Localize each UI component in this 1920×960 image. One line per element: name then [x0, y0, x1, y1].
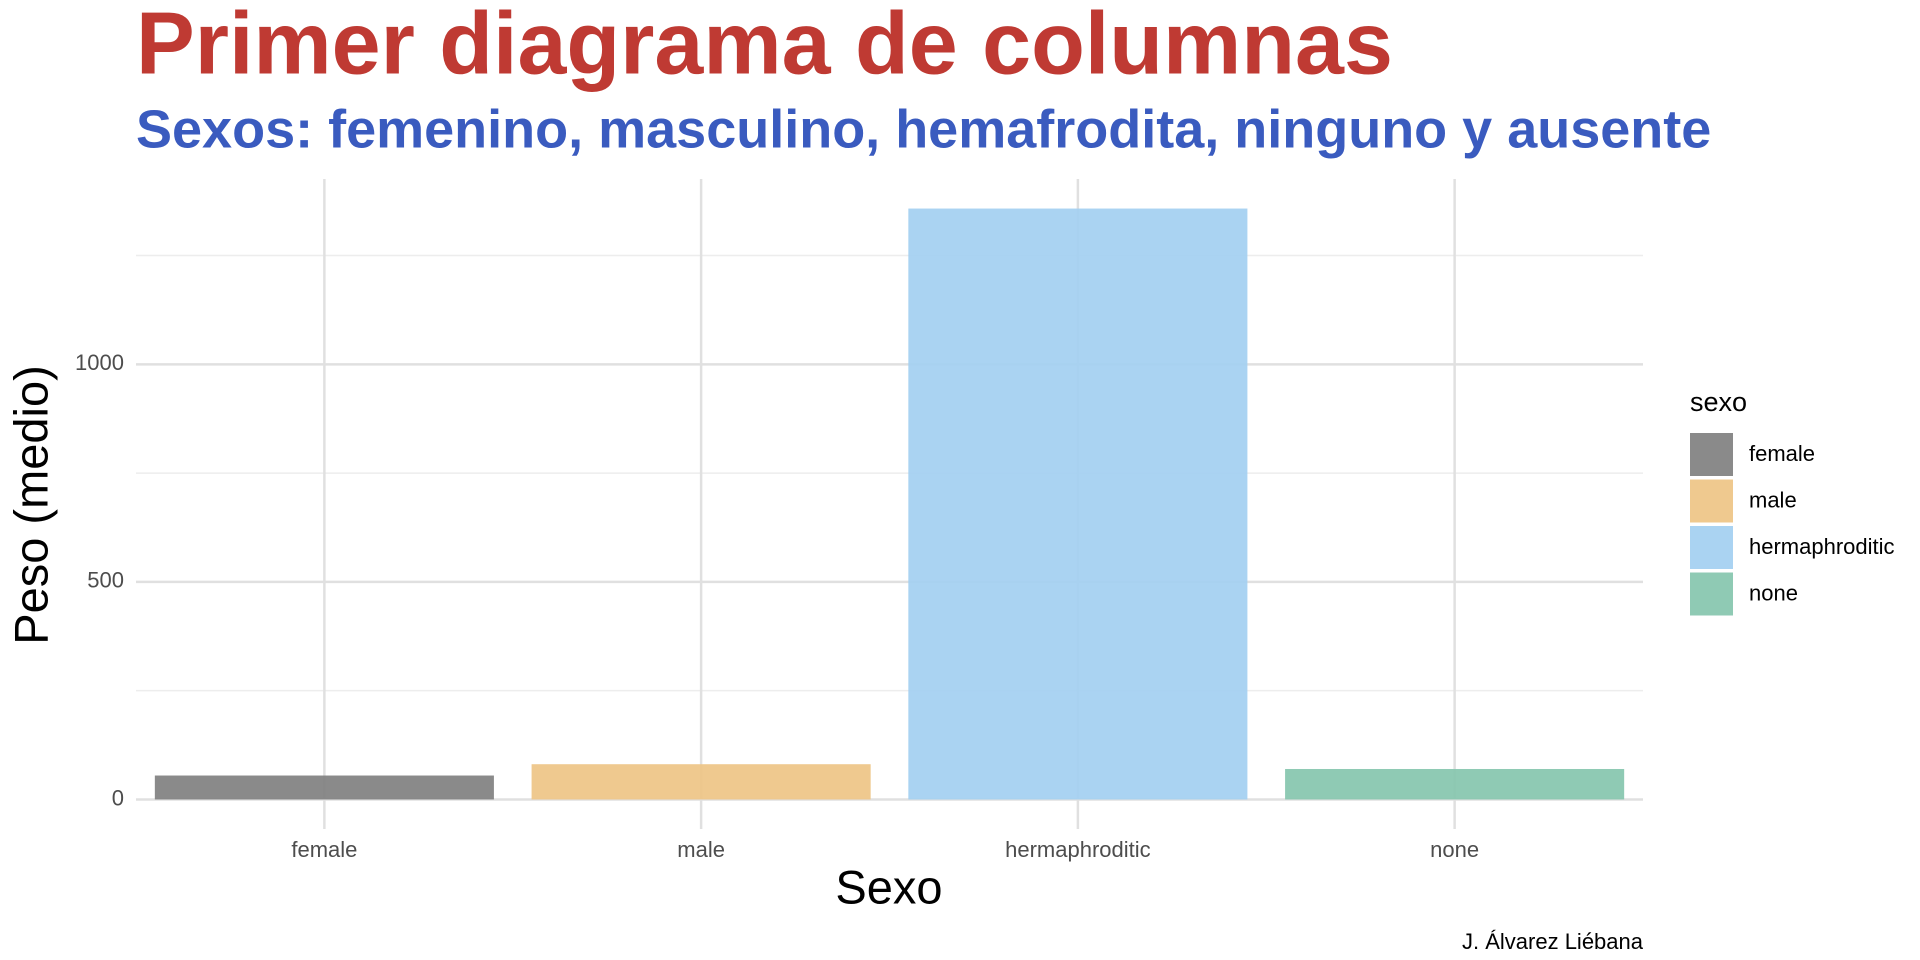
- x-tick-label: none: [1430, 837, 1479, 862]
- caption: J. Álvarez Liébana: [1462, 929, 1644, 954]
- legend-label: female: [1749, 441, 1815, 466]
- legend-label: male: [1749, 487, 1797, 512]
- x-tick-label: female: [291, 837, 357, 862]
- bar: [531, 764, 871, 800]
- legend-label: hermaphroditic: [1749, 534, 1895, 559]
- x-tick-label: male: [677, 837, 725, 862]
- legend-key: [1690, 479, 1733, 523]
- x-tick-label: hermaphroditic: [1005, 837, 1151, 862]
- chart-title: Primer diagrama de columnas: [136, 0, 1393, 92]
- bar: [908, 208, 1248, 800]
- bar: [154, 775, 494, 800]
- legend-key: [1690, 433, 1733, 476]
- y-tick-label: 0: [112, 785, 124, 810]
- y-tick-label: 500: [87, 568, 124, 593]
- y-tick-label: 1000: [75, 350, 124, 375]
- legend-title: sexo: [1690, 387, 1747, 417]
- x-axis-title: Sexo: [835, 860, 942, 913]
- legend-key: [1690, 572, 1733, 616]
- bar: [1285, 768, 1625, 800]
- legend-label: none: [1749, 580, 1798, 605]
- chart-subtitle: Sexos: femenino, masculino, hemafrodita,…: [136, 99, 1711, 159]
- legend-key: [1690, 526, 1733, 569]
- y-axis-title: Peso (medio): [4, 365, 57, 645]
